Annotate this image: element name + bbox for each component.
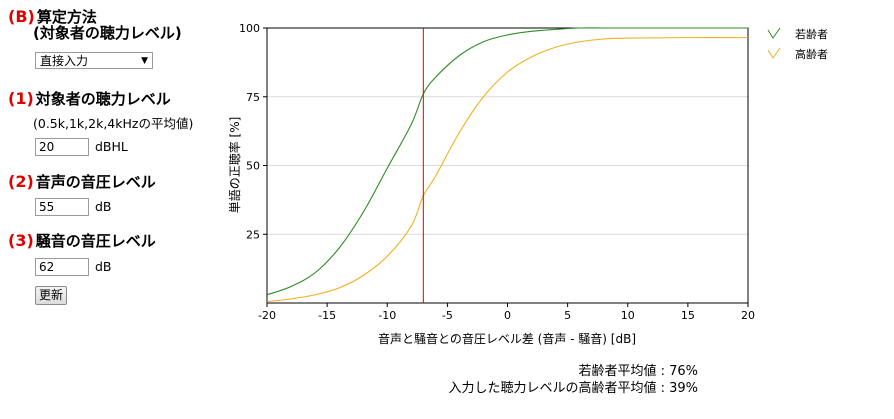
speech-unit: dB: [95, 199, 112, 214]
x-tick-label-0: -20: [258, 309, 276, 322]
y-tick-label-1: 50: [246, 160, 260, 173]
legend-swatch-young: [767, 27, 781, 39]
legend-label-young: 若齢者: [795, 27, 828, 41]
axis-ticks: -20 -15 -10 -5 0 5 10 15 20 25 50 75 100: [239, 22, 755, 322]
noise-number: (3): [8, 231, 34, 250]
x-axis-label: 音声と騒音との音圧レベル差 (音声 - 騒音) [dB]: [378, 331, 636, 346]
speech-title-text: 音声の音圧レベル: [35, 173, 156, 191]
series-line-elderly: [266, 37, 749, 303]
elderly-average-result: 入力した聴力レベルの高齢者平均値 : 39%: [448, 381, 698, 396]
method-title: (B) 算定方法: [8, 7, 97, 27]
chart-series: [266, 27, 749, 303]
x-tick-label-3: -5: [442, 309, 453, 322]
speech-number: (2): [8, 172, 34, 191]
x-tick-label-6: 10: [621, 309, 635, 322]
young-average-result: 若齢者平均値 : 76%: [578, 364, 698, 379]
method-title-line1: 算定方法: [36, 8, 97, 26]
method-selected-value: 直接入力: [40, 54, 89, 68]
hearing-title-text: 対象者の聴力レベル: [35, 90, 171, 108]
method-title-line2: (対象者の聴力レベル): [33, 24, 182, 42]
legend-swatch-elderly: [767, 47, 781, 59]
series-line-young: [266, 27, 748, 296]
x-tick-label-1: -15: [318, 309, 336, 322]
noise-level-input[interactable]: [35, 258, 89, 276]
noise-title: (3) 騒音の音圧レベル: [8, 231, 156, 251]
x-tick-label-7: 15: [681, 309, 695, 322]
noise-title-text: 騒音の音圧レベル: [35, 232, 156, 250]
hearing-number: (1): [8, 89, 34, 108]
hearing-title: (1) 対象者の聴力レベル: [8, 89, 171, 109]
noise-unit: dB: [95, 259, 112, 274]
update-button[interactable]: 更新: [35, 286, 68, 305]
speech-level-input[interactable]: [35, 198, 89, 216]
chart-grid: [267, 27, 748, 235]
hearing-level-input[interactable]: [35, 138, 89, 156]
y-tick-label-0: 25: [246, 228, 260, 241]
hearing-unit: dBHL: [95, 139, 128, 154]
control-panel: (B) 算定方法 (対象者の聴力レベル) 直接入力 ▼ (1) 対象者の聴力レベル …: [0, 0, 225, 419]
x-tick-label-4: 0: [504, 309, 511, 322]
method-number: (B): [8, 7, 35, 26]
x-tick-label-5: 5: [564, 309, 571, 322]
y-tick-label-2: 75: [246, 91, 260, 104]
x-tick-label-8: 20: [741, 309, 755, 322]
y-axis-label: 単語の正聴率 [%]: [227, 117, 242, 214]
method-select[interactable]: 直接入力 ▼: [35, 52, 153, 69]
legend-label-elderly: 高齢者: [795, 47, 828, 61]
hearing-note: (0.5k,1k,2k,4kHzの平均値): [33, 116, 194, 131]
y-tick-label-3: 100: [239, 22, 260, 35]
speech-title: (2) 音声の音圧レベル: [8, 172, 156, 192]
dropdown-arrow-icon: ▼: [141, 56, 148, 66]
x-tick-label-2: -10: [378, 309, 396, 322]
